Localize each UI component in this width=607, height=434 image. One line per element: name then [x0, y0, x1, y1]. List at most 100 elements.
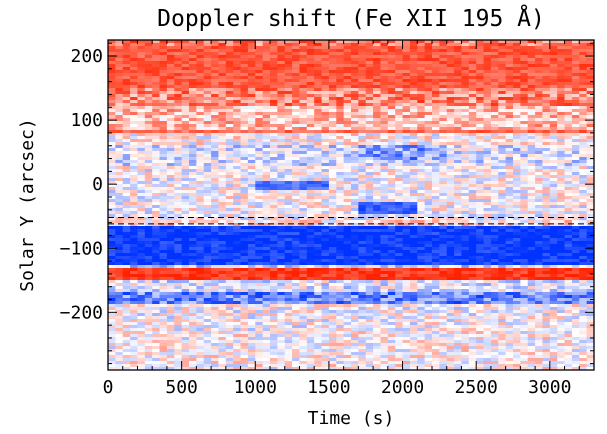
- heatmap-cell: [380, 211, 389, 215]
- heatmap-cell: [130, 151, 139, 155]
- heatmap-cell: [137, 265, 146, 269]
- heatmap-cell: [351, 115, 359, 119]
- heatmap-cell: [505, 223, 514, 227]
- heatmap-cell: [314, 85, 323, 89]
- heatmap-cell: [535, 76, 544, 80]
- heatmap-cell: [181, 61, 190, 65]
- heatmap-cell: [549, 202, 558, 206]
- heatmap-cell: [373, 109, 382, 113]
- heatmap-cell: [461, 232, 470, 236]
- heatmap-cell: [321, 214, 330, 218]
- heatmap-cell: [233, 79, 242, 83]
- heatmap-cell: [137, 139, 146, 143]
- heatmap-cell: [203, 205, 212, 209]
- heatmap-cell: [336, 127, 345, 131]
- heatmap-cell: [306, 46, 315, 50]
- heatmap-cell: [306, 262, 315, 266]
- heatmap-cell: [130, 175, 139, 179]
- heatmap-cell: [395, 79, 404, 83]
- heatmap-cell: [454, 121, 463, 125]
- heatmap-cell: [130, 145, 139, 149]
- heatmap-cell: [373, 112, 382, 116]
- heatmap-cell: [321, 250, 330, 254]
- heatmap-cell: [439, 49, 448, 53]
- heatmap-cell: [549, 190, 558, 194]
- heatmap-cell: [203, 190, 212, 194]
- heatmap-cell: [380, 64, 389, 68]
- heatmap-cell: [432, 136, 440, 140]
- heatmap-cell: [262, 88, 271, 92]
- heatmap-cell: [571, 148, 580, 152]
- heatmap-cell: [328, 244, 337, 248]
- heatmap-cell: [476, 64, 485, 68]
- heatmap-cell: [461, 211, 470, 215]
- heatmap-cell: [358, 184, 367, 188]
- heatmap-cell: [152, 223, 161, 227]
- heatmap-cell: [189, 238, 197, 242]
- heatmap-cell: [557, 175, 566, 179]
- heatmap-cell: [225, 127, 234, 131]
- heatmap-cell: [328, 40, 337, 44]
- heatmap-cell: [520, 241, 529, 245]
- heatmap-cell: [579, 106, 588, 110]
- heatmap-cell: [159, 148, 168, 152]
- heatmap-cell: [505, 169, 514, 173]
- heatmap-cell: [402, 259, 411, 263]
- heatmap-cell: [240, 187, 249, 191]
- heatmap-cell: [211, 136, 220, 140]
- heatmap-cell: [130, 220, 139, 224]
- heatmap-cell: [284, 73, 293, 77]
- heatmap-cell: [108, 190, 116, 194]
- heatmap-cell: [454, 262, 463, 266]
- heatmap-cell: [233, 199, 242, 203]
- heatmap-cell: [498, 181, 507, 185]
- heatmap-cell: [365, 139, 374, 143]
- heatmap-cell: [108, 91, 116, 95]
- heatmap-cell: [498, 136, 507, 140]
- heatmap-cell: [476, 115, 485, 119]
- heatmap-cell: [409, 163, 418, 167]
- heatmap-cell: [314, 103, 323, 107]
- heatmap-cell: [571, 109, 580, 113]
- heatmap-cell: [122, 124, 131, 128]
- heatmap-cell: [483, 229, 492, 233]
- heatmap-cell: [395, 151, 404, 155]
- heatmap-cell: [152, 133, 161, 137]
- heatmap-cell: [189, 67, 197, 71]
- heatmap-cell: [314, 94, 323, 98]
- heatmap-cell: [108, 214, 116, 218]
- heatmap-cell: [365, 208, 374, 212]
- heatmap-cell: [336, 169, 345, 173]
- heatmap-cell: [468, 154, 477, 158]
- heatmap-cell: [446, 52, 455, 56]
- heatmap-cell: [395, 70, 404, 74]
- heatmap-cell: [122, 184, 131, 188]
- heatmap-cell: [343, 232, 352, 236]
- heatmap-cell: [439, 193, 448, 197]
- heatmap-cell: [483, 139, 492, 143]
- heatmap-cell: [579, 187, 588, 191]
- heatmap-cell: [409, 187, 418, 191]
- heatmap-cell: [549, 250, 558, 254]
- heatmap-cell: [321, 202, 330, 206]
- heatmap-cell: [211, 40, 220, 44]
- heatmap-cell: [417, 82, 426, 86]
- heatmap-cell: [299, 130, 308, 134]
- heatmap-cell: [461, 136, 470, 140]
- heatmap-cell: [122, 151, 131, 155]
- heatmap-cell: [270, 94, 278, 98]
- heatmap-cell: [292, 49, 301, 53]
- heatmap-cell: [549, 235, 558, 239]
- heatmap-cell: [225, 187, 234, 191]
- heatmap-cell: [586, 235, 594, 239]
- heatmap-cell: [468, 181, 477, 185]
- heatmap-cell: [520, 61, 529, 65]
- heatmap-cell: [130, 94, 139, 98]
- heatmap-cell: [461, 154, 470, 158]
- heatmap-cell: [299, 91, 308, 95]
- heatmap-cell: [270, 46, 278, 50]
- heatmap-cell: [255, 160, 264, 164]
- heatmap-cell: [174, 163, 183, 167]
- heatmap-cell: [483, 79, 492, 83]
- heatmap-cell: [498, 202, 507, 206]
